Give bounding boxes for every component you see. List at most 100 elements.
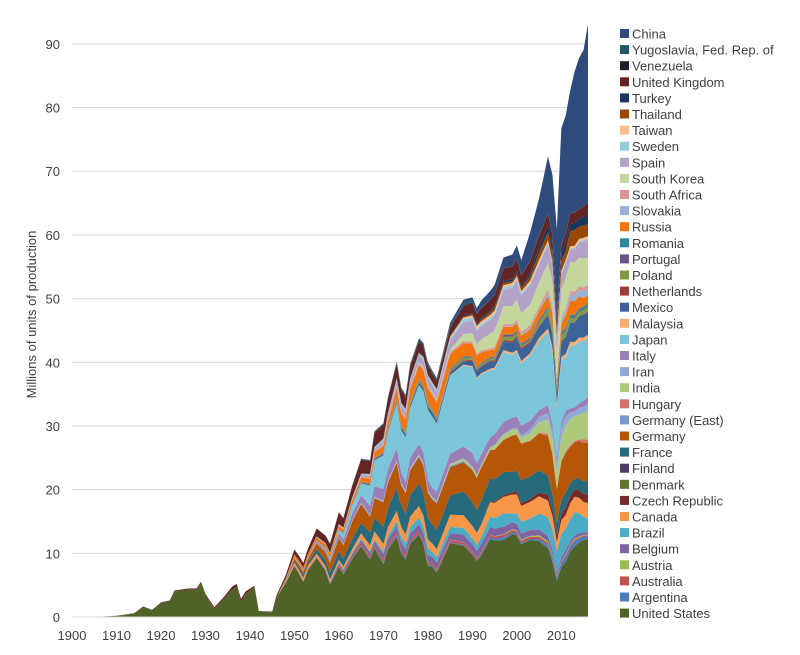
legend-swatch-italy [620,351,629,360]
y-tick-label: 40 [46,355,60,370]
legend-label-india: India [632,381,661,396]
area-series-india [72,410,588,617]
legend-label-russia: Russia [632,220,673,235]
legend-swatch-india [620,383,629,393]
y-tick-label: 80 [46,101,60,116]
legend-swatch-slovakia [620,206,629,216]
legend-swatch-belgium [620,544,629,554]
legend-label-austria: Austria [632,558,673,573]
legend-label-australia: Australia [632,574,683,589]
legend-label-denmark: Denmark [632,477,685,492]
legend-swatch-turkey [620,93,629,103]
legend-label-portugal: Portugal [632,252,681,267]
legend-swatch-united-kingdom [620,77,629,87]
y-tick-label: 10 [46,546,60,561]
legend-swatch-malaysia [620,318,629,328]
x-tick-label: 1970 [369,628,398,643]
area-series-australia [72,530,588,617]
area-series-united-kingdom [72,202,588,617]
legend-label-turkey: Turkey [632,91,672,106]
legend-label-romania: Romania [632,236,685,251]
area-series-brazil [72,512,588,617]
area-series-spain [72,239,588,618]
legend-swatch-south-africa [620,190,629,199]
legend-label-germany: Germany [632,429,686,444]
legend-swatch-thailand [620,109,629,119]
x-tick-label: 2000 [502,628,531,643]
legend-label-south-korea: South Korea [632,171,705,186]
legend-label-hungary: Hungary [632,397,682,412]
legend-swatch-japan [620,334,629,344]
legend-label-france: France [632,445,672,460]
legend-label-united-kingdom: United Kingdom [632,75,725,90]
x-tick-label: 2010 [547,628,576,643]
legend-swatch-france [620,447,629,457]
legend-label-malaysia: Malaysia [632,316,684,331]
legend-swatch-romania [620,238,629,248]
legend-label-venezuela: Venezuela [632,59,693,74]
legend-label-sweden: Sweden [632,139,679,154]
legend-label-yugoslavia-fed-rep-of: Yugoslavia, Fed. Rep. of [632,43,774,58]
legend-label-canada: Canada [632,510,678,525]
area-series-japan [72,331,588,617]
y-tick-label: 90 [46,37,60,52]
legend-label-czech-republic: Czech Republic [632,493,724,508]
legend-swatch-spain [620,157,629,167]
legend-swatch-portugal [620,254,629,264]
legend-swatch-finland [620,463,629,473]
legend-label-netherlands: Netherlands [632,284,703,299]
legend-swatch-austria [620,560,629,570]
x-tick-label: 1950 [280,628,309,643]
legend-swatch-sweden [620,141,629,151]
legend-swatch-united-states [620,608,629,618]
legend-label-brazil: Brazil [632,526,665,541]
legend-label-japan: Japan [632,332,667,347]
y-tick-label: 30 [46,419,60,434]
area-series-iran [72,403,588,617]
y-tick-labels: 0 10 20 30 40 50 60 70 80 90 [46,37,60,625]
legend-label-spain: Spain [632,155,665,170]
legend-swatch-canada [620,512,629,521]
legend-swatch-china [620,29,629,38]
legend-swatch-mexico [620,302,629,312]
legend-label-argentina: Argentina [632,590,688,605]
area-series-france [72,470,588,617]
legend-swatch-iran [620,367,629,377]
legend-label-belgium: Belgium [632,542,679,557]
area-series-thailand [72,223,588,618]
legend-label-taiwan: Taiwan [632,123,672,138]
legend-label-germany-east: Germany (East) [632,413,724,428]
area-series-mexico [72,311,588,617]
legend-swatch-yugoslavia-fed-rep-of [620,45,629,55]
legend-label-italy: Italy [632,349,656,364]
x-tick-label: 1960 [324,628,353,643]
legend-swatch-russia [620,222,629,232]
x-tick-labels: 1900 1910 1920 1930 1940 1950 1960 1970 1980 1990… [58,628,576,643]
legend-label-thailand: Thailand [632,107,682,122]
x-tick-label: 1920 [147,628,176,643]
x-tick-label: 1900 [58,628,87,643]
legend-swatch-denmark [620,479,629,489]
gridlines [72,43,588,554]
legend-swatch-poland [620,270,629,280]
legend-swatch-germany [620,431,629,441]
legend-label-united-states: United States [632,606,711,621]
area-series-argentina [72,532,588,617]
x-tick-label: 1940 [235,628,264,643]
x-tick-label: 1980 [413,628,442,643]
legend-swatch-taiwan [620,125,629,135]
x-tick-label: 1930 [191,628,220,643]
legend-label-china: China [632,27,667,42]
x-tick-label: 1990 [458,628,487,643]
y-tick-label: 0 [53,610,60,625]
x-tick-label: 1910 [102,628,131,643]
y-axis-title: Millions of units of production [24,231,39,399]
area-series-south-korea [72,257,588,617]
legend-swatch-south-korea [620,173,629,183]
legend-label-iran: Iran [632,365,654,380]
legend-label-finland: Finland [632,461,675,476]
legend-label-south-africa: South Africa [632,188,703,203]
legend-label-slovakia: Slovakia [632,204,682,219]
legend-label-mexico: Mexico [632,300,673,315]
